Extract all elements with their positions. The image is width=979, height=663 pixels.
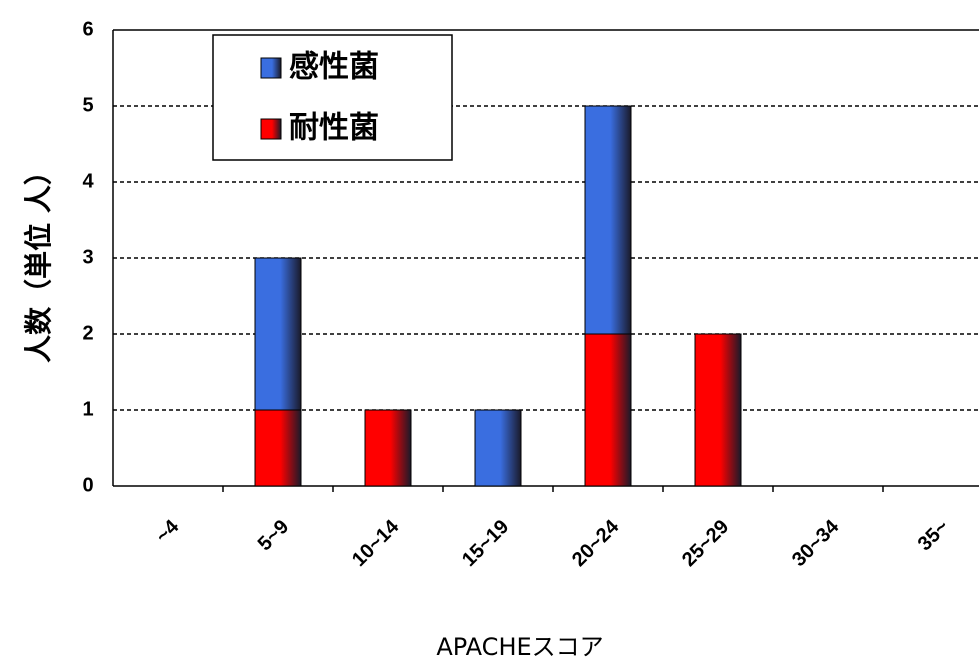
legend-box xyxy=(212,34,453,161)
x-tick-label: 20~24 xyxy=(568,515,624,571)
y-tick-label: 2 xyxy=(82,322,93,344)
bar-segment xyxy=(254,409,302,487)
x-tick-label: 5~9 xyxy=(254,516,294,556)
legend-label: 感性菌 xyxy=(289,50,379,85)
y-tick-label: 3 xyxy=(82,246,93,268)
bar-segment xyxy=(364,409,412,487)
bar-segment xyxy=(584,333,632,487)
x-tick-label: 25~29 xyxy=(678,516,733,571)
y-tick-label: 5 xyxy=(82,94,93,116)
legend-swatch xyxy=(260,57,282,79)
y-tick-label: 0 xyxy=(82,474,93,496)
y-axis-label: 人数（単位 人） xyxy=(22,157,55,363)
x-tick-label: 35~ xyxy=(914,516,954,556)
y-tick-label: 1 xyxy=(82,398,93,420)
y-tick-label: 6 xyxy=(82,18,93,40)
legend-swatch xyxy=(260,118,282,140)
x-tick-label: 15~19 xyxy=(458,516,513,571)
x-tick-label: ~4 xyxy=(152,515,184,547)
x-tick-label: 30~34 xyxy=(788,515,844,571)
bar-segment xyxy=(474,409,522,487)
y-tick-label: 4 xyxy=(82,170,94,192)
bar-segment xyxy=(694,333,742,487)
bar-segment xyxy=(254,257,302,411)
x-tick-label: 10~14 xyxy=(348,515,404,571)
bar-segment xyxy=(584,105,632,335)
x-axis-label: APACHEスコア xyxy=(436,633,603,661)
legend-label: 耐性菌 xyxy=(289,111,379,146)
